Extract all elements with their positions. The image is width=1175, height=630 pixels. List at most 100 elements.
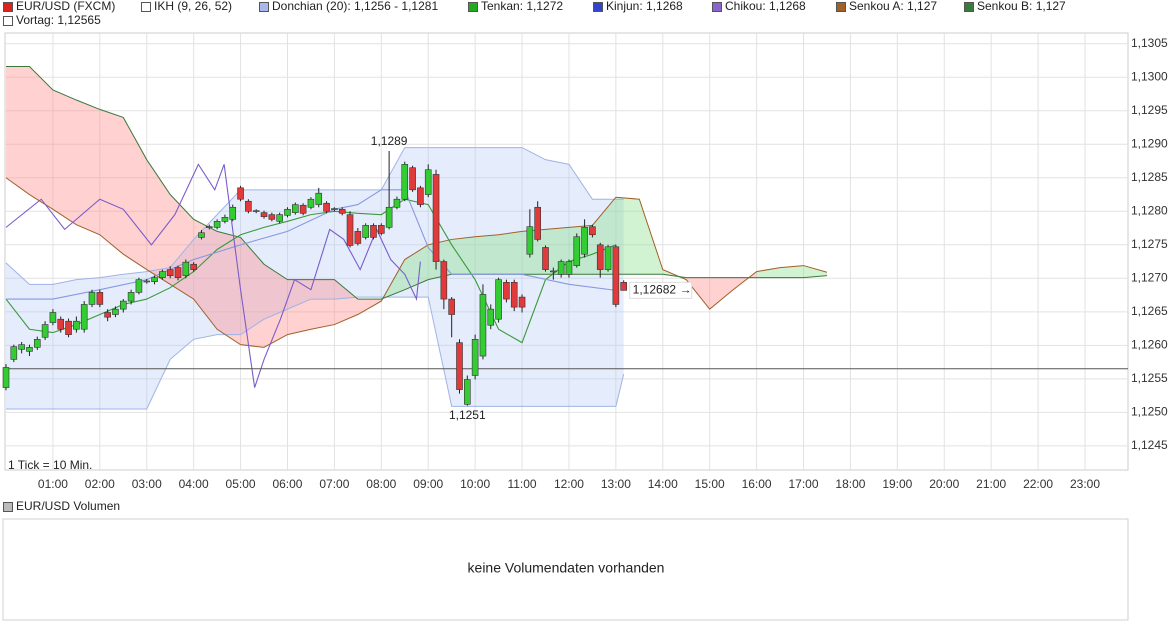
candle-body: [73, 320, 80, 330]
candle-body: [526, 226, 534, 255]
cloud-fill: [29, 66, 53, 210]
y-tick-label: 1,1265: [1131, 304, 1168, 318]
candle-body: [440, 261, 448, 300]
candle-body: [2, 367, 10, 388]
x-tick-label: 09:00: [413, 477, 443, 491]
candle-body: [503, 282, 510, 300]
candle-body: [323, 202, 330, 212]
candle-body: [229, 206, 237, 220]
cloud-fill: [545, 227, 569, 275]
legend-swatch: [3, 2, 13, 12]
candle-body: [487, 308, 495, 326]
legend-swatch: [141, 2, 151, 12]
y-tick-label: 1,1280: [1131, 203, 1168, 217]
candle-body: [135, 279, 143, 293]
donchian-upper: [5, 147, 624, 285]
candle-body: [119, 300, 127, 310]
candle-body: [49, 312, 57, 323]
candle-body: [424, 169, 432, 195]
cloud-fill: [193, 219, 218, 330]
candle-body: [604, 246, 612, 270]
x-tick-label: 19:00: [882, 477, 912, 491]
plot-frame: [4, 32, 1129, 471]
x-tick-label: 11:00: [507, 477, 536, 491]
candle-body: [151, 277, 158, 282]
legend-swatch: [3, 16, 13, 26]
candle-body: [57, 318, 65, 330]
last-price-arrow: →: [680, 283, 692, 297]
candle-body: [385, 206, 393, 228]
candle-body: [291, 204, 299, 213]
x-tick-label: 21:00: [976, 477, 1006, 491]
cloud-fill: [240, 237, 265, 348]
y-tick-label: 1,1300: [1131, 69, 1168, 83]
candle-body: [448, 298, 455, 315]
candle-body: [245, 200, 252, 212]
candle-body: [221, 217, 229, 222]
candle-body: [166, 269, 174, 276]
x-tick-label: 01:00: [38, 477, 68, 491]
candle-body: [96, 292, 104, 305]
candle-body: [393, 198, 401, 208]
candle-body: [518, 296, 526, 308]
candle-body: [260, 212, 268, 217]
candle-body: [354, 231, 362, 244]
cloud-fill: [428, 239, 452, 280]
candle-body: [378, 225, 385, 234]
x-tick-label: 17:00: [789, 477, 819, 491]
candle-body: [557, 261, 565, 275]
cloud-fill: [264, 264, 288, 348]
x-tick-label: 14:00: [648, 477, 678, 491]
donchian-lower: [6, 296, 625, 410]
grid: [5, 33, 1128, 470]
candle-body: [198, 232, 205, 238]
y-tick-label: 1,1270: [1131, 270, 1168, 284]
legend-label: Kinjun: 1,1268: [606, 0, 683, 13]
cloud-fill: [6, 66, 30, 195]
y-tick-label: 1,1255: [1131, 371, 1168, 385]
x-tick-label: 04:00: [179, 477, 209, 491]
empty-message: keine Volumendaten vorhanden: [468, 560, 665, 576]
cloud-fill: [498, 231, 523, 275]
note: 1 Tick = 10 Min.: [8, 458, 92, 472]
candle-body: [417, 187, 424, 205]
y-tick-label: 1,1250: [1131, 405, 1168, 419]
candle-body: [80, 304, 88, 330]
cloud-fill: [146, 159, 171, 285]
x-tick-label: 06:00: [272, 477, 302, 491]
candle-body: [88, 292, 96, 305]
candle-body: [65, 320, 72, 335]
x-tick-label: 10:00: [460, 477, 490, 491]
legend-label: Vortag: 1,12565: [16, 13, 101, 27]
candle-body: [182, 261, 190, 276]
cloud-fill: [615, 197, 640, 275]
x-tick-label: 13:00: [601, 477, 631, 491]
volume-frame: [2, 518, 1129, 621]
cloud-fill: [709, 277, 734, 310]
candle-body: [401, 164, 409, 200]
candle-body: [596, 244, 604, 270]
x-tick-label: 08:00: [366, 477, 396, 491]
candle-body: [127, 292, 135, 302]
candle-body: [190, 263, 197, 270]
candle-body: [143, 280, 151, 283]
cloud-fill: [217, 231, 241, 345]
legend-label: IKH (9, 26, 52): [154, 0, 232, 13]
candle-body: [284, 208, 291, 216]
candle-body: [589, 226, 596, 236]
x-tick-label: 07:00: [319, 477, 349, 491]
legend-label: Tenkan: 1,1272: [481, 0, 563, 13]
y-tick-label: 1,1290: [1131, 136, 1168, 150]
cloud-fill: [451, 236, 476, 275]
x-tick-label: 15:00: [695, 477, 725, 491]
y-tick-label: 1,1285: [1131, 170, 1168, 184]
candle-body: [41, 324, 49, 338]
candle-body: [252, 210, 260, 212]
candle-body: [268, 214, 276, 220]
cloud-fill: [76, 100, 100, 235]
candle-body: [346, 214, 354, 246]
candle-body: [237, 187, 244, 200]
y-tick-label: 1,1275: [1131, 237, 1168, 251]
cloud-fill: [803, 265, 827, 278]
